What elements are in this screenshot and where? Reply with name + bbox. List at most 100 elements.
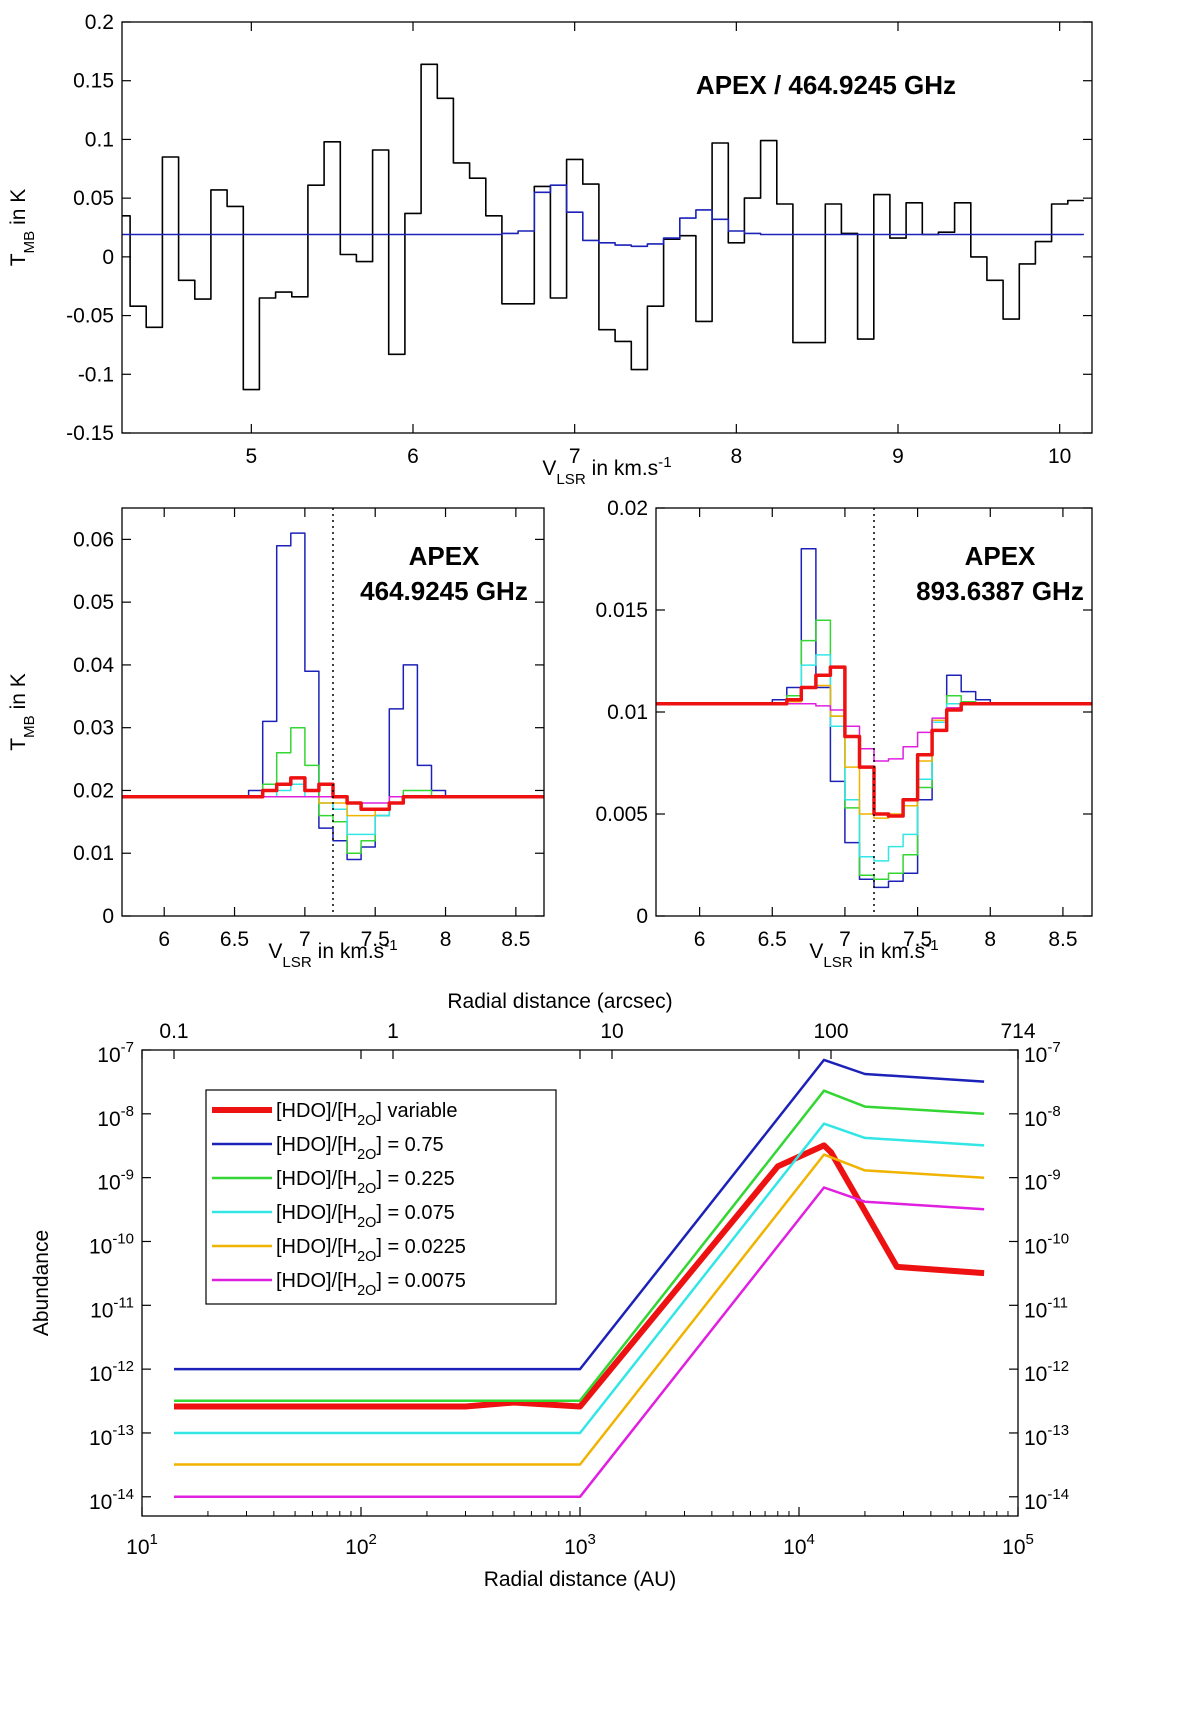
- series-line-2: [174, 1089, 985, 1402]
- x-tick-label: 8: [984, 928, 996, 951]
- panel-annotation-line: APEX: [965, 541, 1036, 571]
- x-tick-label: 6: [407, 445, 419, 468]
- legend-entry: [HDO]/[H2O] variable: [276, 1100, 457, 1129]
- y-axis-label: TMB in K: [7, 189, 38, 267]
- x2-axis-label: Radial distance (arcsec): [447, 990, 672, 1013]
- chart-panel-top: 5 6 7 8 9 10 -0.15 -0.1 -0.05 0 0.05 0.1 0.15 0.2 VLSR…: [7, 11, 1093, 488]
- x-tick-label: 7: [569, 445, 581, 468]
- y-axis-label: TMB in K: [7, 673, 38, 751]
- y-tick-label-right: 10-9: [1024, 1167, 1061, 1195]
- legend-entry: [HDO]/[H2O] = 0.075: [276, 1202, 455, 1231]
- y-tick-label-right: 10-12: [1024, 1358, 1069, 1386]
- legend-entry: [HDO]/[H2O] = 0.0075: [276, 1270, 466, 1299]
- y-tick-label: 10-13: [89, 1422, 134, 1450]
- y-tick-label: 0.01: [607, 701, 648, 724]
- y-tick-label: 0.015: [595, 599, 648, 622]
- y-tick-label-right: 10-7: [1024, 1039, 1061, 1067]
- y-tick-label: 0.2: [85, 11, 114, 34]
- y-tick-label: 0: [636, 905, 648, 928]
- y-tick-label: 0.04: [73, 654, 114, 677]
- y-axis-label: Abundance: [30, 1230, 53, 1336]
- y-tick-label: 0.03: [73, 717, 114, 740]
- series-line-0: [656, 548, 1092, 889]
- plot-frame: [121, 21, 1093, 434]
- series-line-0: [174, 1142, 985, 1410]
- x-tick-label: 103: [564, 1531, 596, 1559]
- x-tick-label: 7: [299, 928, 311, 951]
- x-axis-label: Radial distance (AU): [484, 1568, 677, 1591]
- series-line-3: [174, 1122, 985, 1435]
- y-tick-label: 0.1: [85, 128, 114, 151]
- chart-panel-midright: 6 6.5 7 7.5 8 8.5 0 0.005 0.01 0.015 0.02 VLSR in k…: [595, 497, 1093, 971]
- x-tick-label: 8: [730, 445, 742, 468]
- series-line-4: [656, 703, 1092, 762]
- x-tick-label: 10: [1048, 445, 1071, 468]
- y-tick-label-right: 10-10: [1024, 1230, 1069, 1258]
- series-line-1: [122, 184, 1084, 248]
- y-tick-label-right: 10-13: [1024, 1422, 1069, 1450]
- x-tick-label: 6.5: [220, 928, 249, 951]
- x-axis-label: VLSR in km.s-1: [268, 937, 397, 971]
- y-tick-label: 0.02: [73, 779, 114, 802]
- panel-annotation-line: APEX: [409, 541, 480, 571]
- x-tick-label: 6: [158, 928, 170, 951]
- panel-annotation-line: 893.6387 GHz: [916, 576, 1084, 606]
- y-tick-label: 0.05: [73, 591, 114, 614]
- y-tick-label-right: 10-11: [1024, 1294, 1068, 1322]
- y-tick-label-right: 10-14: [1024, 1486, 1069, 1514]
- series-line-5: [174, 1186, 985, 1499]
- x2-tick-label: 0.1: [159, 1020, 188, 1043]
- y-tick-label: 0.02: [607, 497, 648, 520]
- y-tick-label-right: 10-8: [1024, 1103, 1061, 1131]
- y-tick-label: 10-7: [97, 1039, 134, 1067]
- x2-tick-label: 100: [813, 1020, 848, 1043]
- series-line-1: [174, 1058, 985, 1371]
- y-tick-label: 0: [102, 246, 114, 269]
- x2-tick-label: 1: [387, 1020, 399, 1043]
- legend-entry: [HDO]/[H2O] = 0.0225: [276, 1236, 466, 1265]
- legend-entry: [HDO]/[H2O] = 0.75: [276, 1134, 444, 1163]
- x-tick-label: 9: [892, 445, 904, 468]
- x2-tick-label: 10: [600, 1020, 623, 1043]
- x-tick-label: 7: [839, 928, 851, 951]
- chart-title: APEX / 464.9245 GHz: [696, 70, 956, 100]
- y-tick-label: 10-10: [89, 1230, 134, 1258]
- chart-panel-midleft: 6 6.5 7 7.5 8 8.5 0 0.01 0.02 0.03 0.04 0.05 0.06 VLS…: [7, 507, 545, 971]
- y-tick-label: 0.06: [73, 528, 114, 551]
- y-tick-label: 10-11: [90, 1294, 134, 1322]
- y-tick-label: -0.15: [66, 422, 114, 445]
- y-tick-label: -0.1: [78, 363, 114, 386]
- x-tick-label: 8.5: [501, 928, 530, 951]
- legend-box: [205, 1089, 557, 1305]
- x-tick-label: 101: [126, 1531, 158, 1559]
- y-tick-label: 0.01: [73, 842, 114, 865]
- y-tick-label: 0.15: [73, 70, 114, 93]
- x-tick-label: 105: [1002, 1531, 1034, 1559]
- x-tick-label: 7.5: [903, 928, 932, 951]
- x-tick-label: 6.5: [758, 928, 787, 951]
- y-tick-label: -0.05: [66, 305, 114, 328]
- panel-annotation-line: 464.9245 GHz: [360, 576, 528, 606]
- legend-entry: [HDO]/[H2O] = 0.225: [276, 1168, 455, 1197]
- y-tick-label: 10-9: [97, 1167, 134, 1195]
- y-tick-label: 0: [102, 905, 114, 928]
- series-line-0: [122, 63, 1084, 391]
- x-tick-label: 6: [694, 928, 706, 951]
- y-tick-label: 10-12: [89, 1358, 134, 1386]
- x-tick-label: 5: [245, 445, 257, 468]
- x-axis-label: VLSR in km.s-1: [542, 454, 671, 488]
- plot-frame: [121, 507, 545, 917]
- y-tick-label: 0.05: [73, 187, 114, 210]
- x-tick-label: 104: [783, 1531, 815, 1559]
- series-line-4: [174, 1153, 985, 1466]
- x-tick-label: 8: [440, 928, 452, 951]
- y-tick-label: 0.005: [595, 803, 648, 826]
- x2-tick-label: 714: [1000, 1020, 1035, 1043]
- x-tick-label: 102: [345, 1531, 377, 1559]
- series-line-1: [656, 619, 1092, 881]
- y-tick-label: 10-14: [89, 1486, 134, 1514]
- x-tick-label: 7.5: [361, 928, 390, 951]
- x-axis-label: VLSR in km.s-1: [809, 937, 938, 971]
